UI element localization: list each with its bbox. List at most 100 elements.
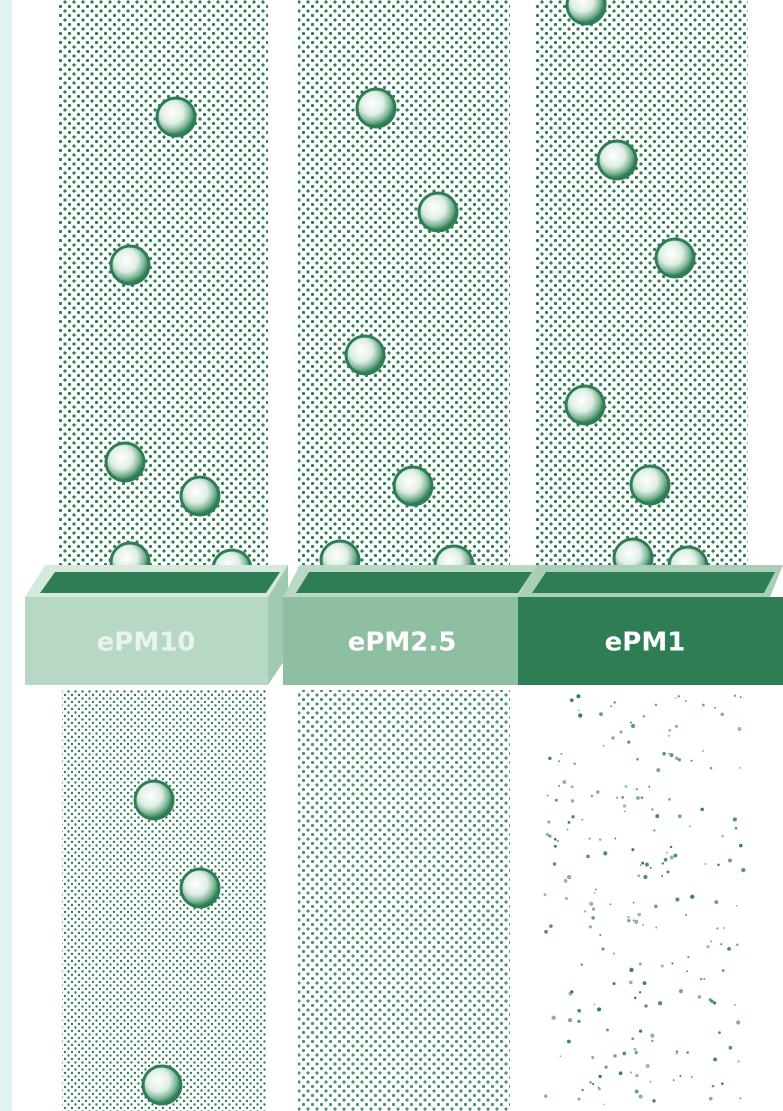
particle xyxy=(642,715,645,718)
particle xyxy=(634,919,639,924)
particle xyxy=(615,796,619,799)
particle xyxy=(622,1051,627,1056)
particle xyxy=(544,929,548,934)
particle xyxy=(710,999,714,1004)
particle xyxy=(738,843,743,848)
particle xyxy=(603,1103,605,1106)
particle xyxy=(710,940,713,943)
particle xyxy=(686,1051,689,1054)
particle xyxy=(636,757,640,761)
particle xyxy=(651,1039,654,1043)
particle xyxy=(697,995,702,999)
particle xyxy=(639,864,642,866)
particle xyxy=(591,1056,595,1059)
particle xyxy=(635,1073,639,1078)
particle xyxy=(551,1015,556,1021)
particle xyxy=(655,814,660,819)
particle xyxy=(565,0,607,26)
particle xyxy=(645,862,649,867)
particle xyxy=(638,962,642,966)
particle xyxy=(630,721,632,724)
particle xyxy=(344,334,386,376)
particle xyxy=(624,785,628,788)
particle xyxy=(718,1031,721,1034)
particle xyxy=(686,970,688,973)
particle xyxy=(593,1003,596,1006)
particle xyxy=(716,927,719,930)
particle xyxy=(632,901,635,904)
particle xyxy=(563,879,568,883)
particle xyxy=(728,1045,733,1050)
particle xyxy=(648,785,651,788)
particle xyxy=(700,807,704,812)
particle xyxy=(591,907,596,911)
particle xyxy=(547,820,551,824)
particle xyxy=(597,1086,600,1088)
particle xyxy=(669,845,673,849)
particle xyxy=(155,96,197,138)
particle xyxy=(577,1008,582,1013)
particle xyxy=(655,926,658,929)
particle xyxy=(567,1018,573,1023)
particle xyxy=(610,705,613,708)
filter-label: ePM1 xyxy=(605,628,686,658)
particle xyxy=(591,1082,595,1086)
particle-stream xyxy=(298,690,510,1111)
particle xyxy=(690,1076,693,1078)
particle xyxy=(727,858,732,863)
particle xyxy=(564,384,606,426)
particle xyxy=(627,918,631,923)
particle xyxy=(598,838,602,841)
particle xyxy=(671,962,674,965)
particle xyxy=(545,832,550,837)
filter-box: ePM1 xyxy=(518,565,783,685)
particle xyxy=(675,697,677,699)
particle xyxy=(109,244,151,286)
particle xyxy=(702,749,705,753)
particle xyxy=(621,796,624,799)
particle xyxy=(588,837,591,840)
particle xyxy=(701,703,705,707)
particle xyxy=(629,464,671,506)
particle xyxy=(562,780,567,784)
filter-label: ePM10 xyxy=(97,628,196,658)
particle xyxy=(179,475,221,517)
particle xyxy=(560,752,563,755)
particle xyxy=(559,1055,562,1058)
particle xyxy=(663,857,668,862)
particle xyxy=(631,848,635,852)
particle xyxy=(570,785,574,789)
particle xyxy=(677,814,682,819)
particle xyxy=(677,758,681,762)
particle xyxy=(614,837,617,840)
particle xyxy=(638,991,642,994)
particle xyxy=(684,700,687,702)
particle xyxy=(737,1060,740,1063)
particle xyxy=(722,927,725,929)
particle xyxy=(661,862,665,865)
particle xyxy=(546,794,549,797)
particle xyxy=(549,924,553,928)
particle xyxy=(675,1052,678,1055)
particle xyxy=(133,779,175,821)
particle xyxy=(654,703,658,707)
particle xyxy=(638,1029,643,1033)
particle xyxy=(630,723,636,729)
filter-label: ePM2.5 xyxy=(348,628,457,658)
particle xyxy=(709,766,713,770)
particle xyxy=(566,1039,571,1044)
particle xyxy=(589,1081,592,1084)
particle xyxy=(650,1033,655,1038)
particle xyxy=(565,897,568,900)
particle xyxy=(734,1004,736,1006)
particle xyxy=(567,820,571,824)
particle xyxy=(577,1019,581,1023)
particle xyxy=(580,963,583,966)
particle xyxy=(635,788,638,791)
particle xyxy=(673,853,678,858)
particle xyxy=(675,897,680,902)
particle xyxy=(576,694,581,699)
particle xyxy=(668,797,671,801)
particle xyxy=(611,736,615,740)
particle xyxy=(721,969,725,972)
